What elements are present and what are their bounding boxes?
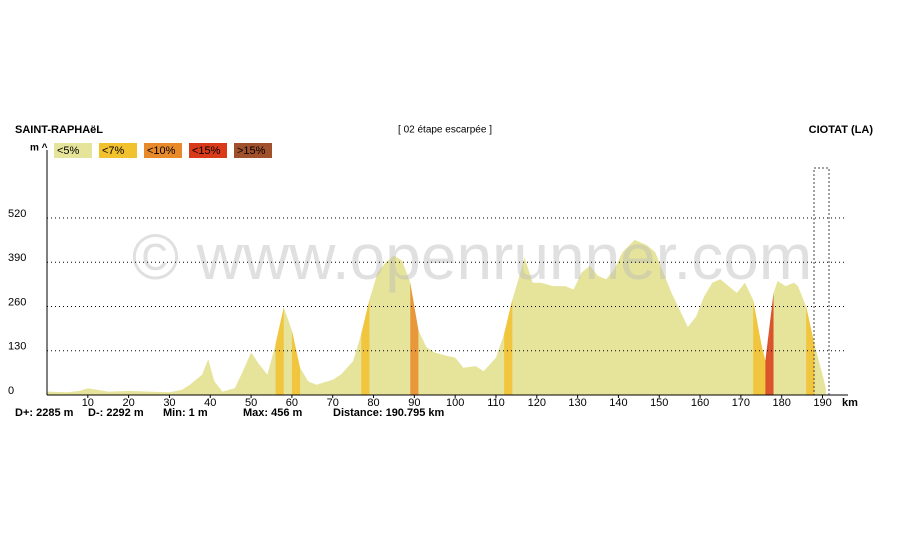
legend-swatch bbox=[54, 143, 92, 158]
x-tick-label: 150 bbox=[650, 397, 668, 409]
x-tick-label: 170 bbox=[732, 397, 750, 409]
x-tick-label: 100 bbox=[446, 397, 464, 409]
x-tick-label: 180 bbox=[773, 397, 791, 409]
legend-swatch bbox=[189, 143, 227, 158]
x-tick-label: 190 bbox=[813, 397, 831, 409]
gradient-segment bbox=[806, 306, 815, 395]
x-tick-label: 10 bbox=[82, 397, 94, 409]
gradient-segment bbox=[361, 299, 370, 395]
gradient-segment bbox=[410, 282, 419, 395]
stat: Min: 1 m bbox=[163, 407, 208, 419]
gradient-segment bbox=[761, 343, 766, 395]
legend-label: >15% bbox=[237, 145, 266, 157]
stat: D-: 2292 m bbox=[88, 407, 144, 419]
x-tick-label: 160 bbox=[691, 397, 709, 409]
stat: D+: 2285 m bbox=[15, 407, 74, 419]
gradient-segment bbox=[504, 299, 513, 395]
gradient-segment bbox=[769, 292, 774, 395]
stat: Distance: 190.795 km bbox=[333, 407, 445, 419]
x-tick-label: 110 bbox=[487, 397, 505, 409]
legend-swatch bbox=[144, 143, 182, 158]
gradient-segment bbox=[765, 326, 770, 395]
x-tick-label: 30 bbox=[163, 397, 175, 409]
start-label: SAINT-RAPHAëL bbox=[15, 124, 103, 136]
stat: Max: 456 m bbox=[243, 407, 303, 419]
x-tick-label: 120 bbox=[528, 397, 546, 409]
y-tick-label: 0 bbox=[8, 385, 14, 397]
x-tick-label: 130 bbox=[568, 397, 586, 409]
y-axis-label: m ^ bbox=[30, 143, 48, 154]
legend-swatch bbox=[234, 143, 272, 158]
legend-label: <5% bbox=[57, 145, 80, 157]
x-tick-label: 90 bbox=[408, 397, 420, 409]
legend-label: <7% bbox=[102, 145, 125, 157]
y-tick-label: 520 bbox=[8, 208, 26, 220]
y-tick-label: 390 bbox=[8, 252, 26, 264]
x-tick-label: 20 bbox=[123, 397, 135, 409]
legend-swatch bbox=[99, 143, 137, 158]
x-tick-label: 60 bbox=[286, 397, 298, 409]
x-axis-label: km bbox=[842, 397, 858, 409]
chart-title: [ 02 étape escarpée ] bbox=[398, 125, 492, 136]
x-tick-label: 80 bbox=[367, 397, 379, 409]
legend-label: <15% bbox=[192, 145, 221, 157]
gradient-segment bbox=[275, 307, 284, 395]
x-tick-label: 50 bbox=[245, 397, 257, 409]
x-tick-label: 70 bbox=[327, 397, 339, 409]
gradient-segment bbox=[291, 330, 301, 395]
plot bbox=[47, 239, 826, 395]
legend-label: <10% bbox=[147, 145, 176, 157]
x-tick-label: 40 bbox=[204, 397, 216, 409]
end-label: CIOTAT (LA) bbox=[809, 124, 874, 136]
watermark: © www.openrunner.com bbox=[132, 221, 812, 293]
elevation-area bbox=[47, 239, 826, 395]
y-tick-label: 260 bbox=[8, 296, 26, 308]
x-tick-label: 140 bbox=[609, 397, 627, 409]
y-tick-label: 130 bbox=[8, 341, 26, 353]
gradient-segment bbox=[753, 299, 762, 395]
